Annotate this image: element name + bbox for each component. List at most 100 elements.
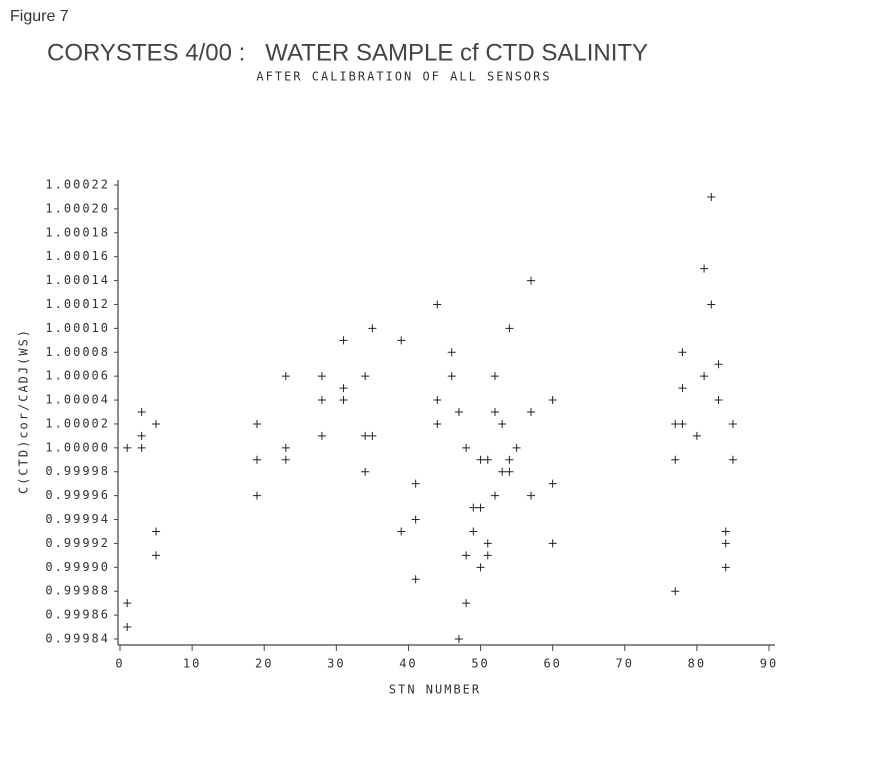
point [137, 443, 146, 452]
y-tick-label: 0.99986 [45, 608, 110, 622]
point [490, 372, 499, 381]
point [527, 276, 536, 285]
y-tick-label: 0.99994 [45, 512, 110, 526]
x-tick-label: 60 [543, 657, 561, 671]
point [721, 563, 730, 572]
point [339, 384, 348, 393]
x-tick-label: 40 [399, 657, 417, 671]
y-tick-label: 1.00004 [45, 393, 110, 407]
point [462, 443, 471, 452]
point [411, 515, 420, 524]
y-tick-label: 1.00008 [45, 345, 110, 359]
y-tick-label: 0.99996 [45, 488, 110, 502]
point [700, 264, 709, 273]
point [527, 408, 536, 416]
point [397, 336, 406, 345]
point [678, 419, 687, 428]
point [721, 539, 730, 548]
point [462, 551, 471, 560]
x-tick-label: 90 [760, 657, 778, 671]
point [505, 324, 514, 333]
point [707, 300, 716, 309]
point [728, 455, 737, 464]
point [253, 491, 262, 500]
x-tick-label: 50 [471, 657, 489, 671]
point [411, 479, 420, 488]
y-tick-label: 0.99988 [45, 584, 110, 598]
point [137, 408, 146, 416]
point [548, 539, 557, 548]
x-tick-label: 30 [327, 657, 345, 671]
point [671, 455, 680, 464]
y-axis-label: C(CTD)cor/CADJ(WS) [17, 328, 31, 494]
point [469, 527, 478, 536]
y-tick-label: 1.00012 [45, 297, 110, 311]
x-tick-label: 80 [688, 657, 706, 671]
y-tick-label: 0.99984 [45, 632, 110, 646]
y-tick-label: 1.00018 [45, 225, 110, 239]
point [447, 372, 456, 381]
x-tick-label: 0 [115, 657, 124, 671]
point [548, 479, 557, 488]
point [253, 419, 262, 428]
y-tick-label: 0.99998 [45, 464, 110, 478]
point [476, 503, 485, 512]
point [137, 431, 146, 440]
x-tick-label: 10 [183, 657, 201, 671]
point [339, 396, 348, 405]
point [490, 408, 499, 416]
y-tick-label: 0.99992 [45, 536, 110, 550]
point [368, 324, 377, 333]
point [469, 503, 478, 512]
point [714, 396, 723, 405]
point [123, 443, 132, 452]
point [490, 491, 499, 500]
point [317, 396, 326, 405]
point [361, 372, 370, 381]
y-tick-label: 1.00010 [45, 321, 110, 335]
point [123, 599, 132, 608]
x-axis-label: STN NUMBER [389, 683, 481, 697]
point [483, 551, 492, 560]
point [361, 431, 370, 440]
y-tick-label: 1.00020 [45, 201, 110, 215]
chart-subtitle: AFTER CALIBRATION OF ALL SENSORS [256, 70, 551, 84]
y-tick-label: 1.00022 [45, 178, 110, 192]
point [253, 455, 262, 464]
point [505, 467, 514, 476]
point [483, 539, 492, 548]
point [498, 419, 507, 428]
point [678, 384, 687, 393]
point [671, 587, 680, 596]
point [454, 635, 463, 643]
point [281, 372, 290, 381]
point [123, 623, 132, 632]
point [505, 455, 514, 464]
point [671, 419, 680, 428]
point [476, 563, 485, 572]
point [281, 455, 290, 464]
point [692, 431, 701, 440]
point [317, 372, 326, 381]
point [476, 455, 485, 464]
point [483, 455, 492, 464]
point [700, 372, 709, 381]
x-tick-label: 70 [616, 657, 634, 671]
x-tick-label: 20 [255, 657, 273, 671]
y-tick-label: 1.00002 [45, 416, 110, 430]
y-tick-label: 1.00014 [45, 273, 110, 287]
point [433, 396, 442, 405]
point [281, 443, 290, 452]
point [728, 419, 737, 428]
point [454, 408, 463, 416]
point [152, 419, 161, 428]
y-tick-label: 0.99990 [45, 560, 110, 574]
point [433, 419, 442, 428]
point [721, 527, 730, 536]
point [498, 467, 507, 476]
y-tick-label: 1.00016 [45, 249, 110, 263]
point [512, 443, 521, 452]
chart-title: CORYSTES 4/00 : WATER SAMPLE cf CTD SALI… [47, 39, 648, 66]
